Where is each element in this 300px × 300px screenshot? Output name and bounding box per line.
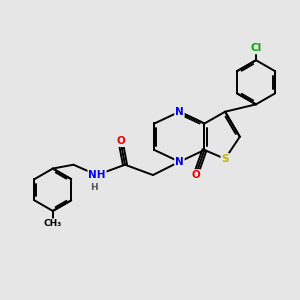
Text: Cl: Cl <box>250 44 262 53</box>
Text: O: O <box>191 170 200 180</box>
Text: CH₃: CH₃ <box>44 219 62 228</box>
Text: NH: NH <box>88 170 106 180</box>
Text: S: S <box>221 154 229 164</box>
Text: O: O <box>116 136 125 146</box>
Text: N: N <box>175 157 184 167</box>
Text: H: H <box>90 183 98 192</box>
Text: N: N <box>175 107 184 117</box>
